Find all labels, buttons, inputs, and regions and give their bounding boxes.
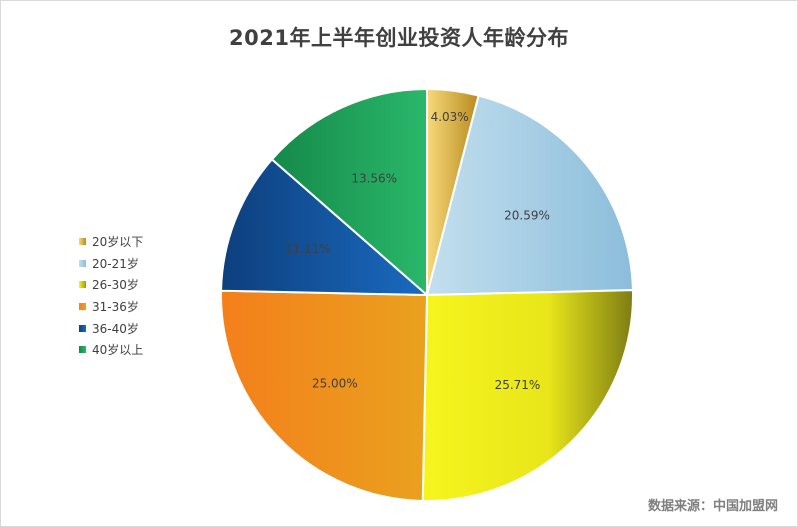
pie-slice-3 bbox=[220, 289, 429, 502]
legend-swatch-0 bbox=[79, 238, 86, 246]
slice-label-4: 11.11% bbox=[285, 242, 331, 256]
slice-label-2: 25.71% bbox=[495, 378, 541, 392]
slice-label-3: 25.00% bbox=[312, 376, 358, 390]
slice-label-0: 4.03% bbox=[431, 110, 469, 124]
legend-label: 31-36岁 bbox=[92, 300, 139, 315]
legend-swatch-2 bbox=[79, 281, 86, 289]
legend-item: 20岁以下 bbox=[79, 231, 143, 253]
pie-slice-1 bbox=[425, 94, 634, 297]
pie-slice-2 bbox=[421, 289, 634, 502]
slice-label-5: 13.56% bbox=[351, 172, 397, 186]
legend-label: 40岁以上 bbox=[92, 343, 144, 358]
legend: 20岁以下 20-21岁 26-30岁 31-36岁 36-40岁 40岁以上 bbox=[79, 231, 143, 361]
pie-slice-4 bbox=[220, 157, 430, 297]
legend-item: 31-36岁 bbox=[79, 296, 143, 318]
pie-slice-5 bbox=[270, 87, 428, 298]
legend-label: 36-40岁 bbox=[92, 321, 139, 336]
chart-title: 2021年上半年创业投资人年龄分布 bbox=[229, 26, 569, 50]
legend-item: 26-30岁 bbox=[79, 274, 143, 296]
legend-swatch-3 bbox=[79, 303, 86, 311]
legend-label: 26-30岁 bbox=[92, 278, 139, 293]
legend-label: 20岁以下 bbox=[92, 235, 144, 250]
legend-swatch-1 bbox=[79, 259, 86, 267]
legend-item: 40岁以上 bbox=[79, 339, 143, 361]
legend-label: 20-21岁 bbox=[92, 256, 139, 271]
data-source: 数据来源：中国加盟网 bbox=[647, 499, 778, 514]
slice-label-1: 20.59% bbox=[504, 209, 550, 223]
legend-swatch-5 bbox=[79, 346, 86, 354]
legend-item: 20-21岁 bbox=[79, 253, 143, 275]
legend-item: 36-40岁 bbox=[79, 317, 143, 339]
legend-swatch-4 bbox=[79, 324, 86, 332]
